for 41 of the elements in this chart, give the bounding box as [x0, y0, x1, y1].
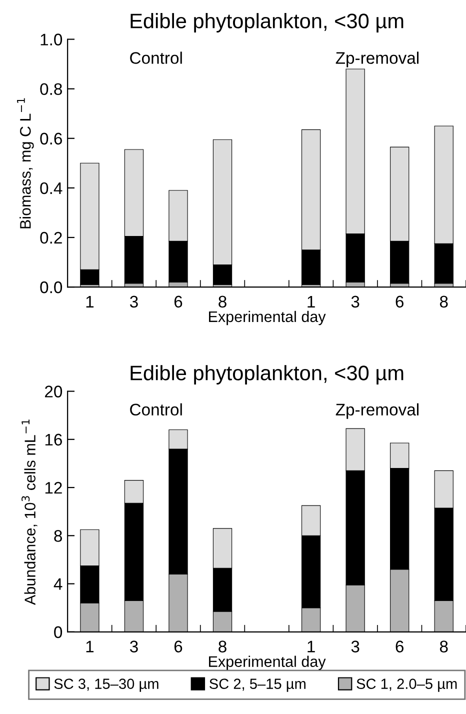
- legend-label: SC 3, 15–30 µm: [54, 678, 158, 692]
- x-axis-title: Experimental day: [209, 656, 326, 670]
- x-tick-label: 8: [218, 640, 226, 652]
- x-tick-label: 6: [174, 640, 182, 652]
- y-axis-title: Abundance, 10$^{3}$ cells mL$^{−1}$: [22, 420, 38, 605]
- y-tick-label: 16: [45, 434, 62, 446]
- y-tick-label: 0.0: [40, 281, 62, 294]
- x-tick-label: 1: [86, 640, 94, 652]
- annotation: Zp-removal: [336, 52, 418, 68]
- y-axis-title: Biomass, mg C L$^{−1}$: [17, 98, 34, 228]
- annotation: Control: [130, 403, 182, 416]
- x-tick-label: 8: [440, 296, 448, 308]
- y-tick-label: 0.4: [40, 182, 62, 194]
- x-tick-label: 8: [440, 640, 448, 652]
- x-tick-label: 3: [351, 296, 360, 308]
- y-tick-label: 0.6: [40, 132, 62, 145]
- chart-title: Edible phytoplankton, <30 µm: [130, 365, 404, 384]
- y-tick-label: 20: [45, 386, 62, 398]
- x-tick-label: 1: [86, 296, 94, 308]
- y-tick-label: 0.2: [40, 232, 62, 244]
- x-tick-label: 1: [308, 296, 315, 308]
- x-axis-title: Experimental day: [209, 310, 326, 326]
- x-tick-label: 3: [351, 640, 360, 652]
- x-tick-label: 3: [130, 640, 138, 652]
- x-tick-label: 6: [396, 296, 404, 308]
- x-tick-label: 1: [308, 640, 315, 652]
- annotation: Control: [130, 52, 182, 64]
- x-tick-label: 6: [396, 640, 404, 652]
- y-tick-label: 12: [45, 482, 62, 494]
- y-tick-label: 0: [54, 626, 62, 638]
- annotation: Zp-removal: [336, 403, 418, 419]
- x-tick-label: 8: [218, 296, 226, 308]
- x-tick-label: 3: [130, 296, 138, 308]
- legend-label: SC 1, 2.0–5 µm: [356, 678, 457, 692]
- y-tick-label: 0.8: [40, 83, 62, 96]
- y-tick-label: 4: [54, 578, 62, 590]
- y-tick-label: 8: [54, 530, 62, 542]
- y-tick-label: 1.0: [40, 34, 62, 46]
- legend-label: SC 2, 5–15 µm: [210, 678, 306, 692]
- chart-title: Edible phytoplankton, <30 µm: [130, 13, 404, 32]
- x-tick-label: 6: [174, 296, 182, 308]
